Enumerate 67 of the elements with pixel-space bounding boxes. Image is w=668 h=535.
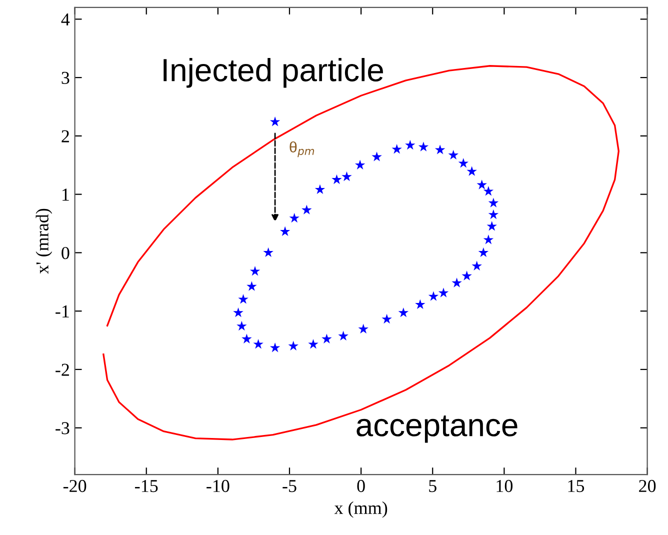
point [270,342,280,352]
point [372,152,382,162]
point [405,140,416,150]
point [392,144,402,154]
point [242,334,252,344]
point [302,204,312,214]
y-tick-label: 0 [62,246,70,260]
y-tick-label: 4 [61,14,70,26]
x-axis-title: x (mm) [334,501,388,518]
point [466,166,477,176]
y-tick-label: 3 [62,72,70,84]
point [488,198,499,208]
point [332,174,342,184]
x-tick-label: 0 [357,480,365,492]
x-tick-label: -15 [135,480,158,492]
x-tick-label: 5 [429,480,436,492]
point [418,142,429,152]
annotation: θ$_{pm}$ [290,141,314,158]
series-label: acceptance [356,415,518,443]
point [250,266,260,276]
point [233,307,244,318]
y-tick-label: -1 [56,305,69,318]
y-tick-label: 2 [62,130,69,142]
point [478,247,489,258]
point [452,278,462,288]
point [314,184,326,194]
point [476,180,487,190]
x-tick-label: 10 [496,480,513,492]
x-tick-label: -5 [282,480,296,492]
point [462,270,472,280]
series-label: Injected particle [164,58,384,88]
y-tick-label: -2 [56,364,69,376]
point [289,212,300,223]
point [483,186,494,196]
point [382,314,392,324]
y-tick-label: 1 [62,188,69,201]
point [354,160,366,170]
x-tick-label: -10 [206,480,230,492]
y-tick-label: -3 [56,422,70,434]
point [472,260,482,270]
point [458,158,468,168]
point [280,226,290,236]
point [236,320,247,331]
point [288,340,298,350]
point [438,288,449,298]
point [486,221,497,231]
x-tick-label: 15 [568,480,584,492]
y-axis-title: x' (mrad) [36,208,52,274]
point [428,291,439,301]
point [415,299,426,310]
point [342,171,352,182]
point [434,144,446,154]
point [270,116,280,126]
point [308,338,318,349]
point [483,234,494,244]
x-tick-label: 20 [639,480,656,492]
point [358,324,368,334]
point [448,150,458,160]
x-tick-label: -20 [63,480,86,492]
point [238,294,248,304]
point [338,330,348,341]
point [263,247,274,258]
point [488,209,499,220]
point [253,338,264,349]
point [322,334,332,344]
point [398,307,409,318]
point [246,281,257,291]
